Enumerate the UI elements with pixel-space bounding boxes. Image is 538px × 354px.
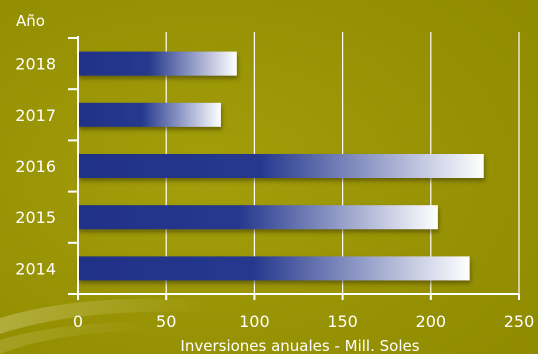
x-tick-label: 250 [504,312,535,331]
y-tick-label: 2015 [15,208,56,227]
bar-2014 [78,256,470,280]
bar-2017 [78,103,221,127]
x-tick-label: 0 [73,312,83,331]
bar-2016 [78,154,484,178]
x-tick-label: 100 [239,312,270,331]
y-tick-label: 2018 [15,55,56,74]
x-tick-label: 50 [156,312,176,331]
y-tick-label: 2017 [15,106,56,125]
x-tick-label: 150 [327,312,358,331]
y-tick-label: 2014 [15,259,56,278]
y-tick-label: 2016 [15,157,56,176]
bar-2015 [78,205,438,229]
y-axis-title: Año [16,12,45,30]
x-tick-label: 200 [416,312,447,331]
bar-2018 [78,52,237,76]
x-axis-title: Inversiones anuales - Mill. Soles [180,337,419,354]
